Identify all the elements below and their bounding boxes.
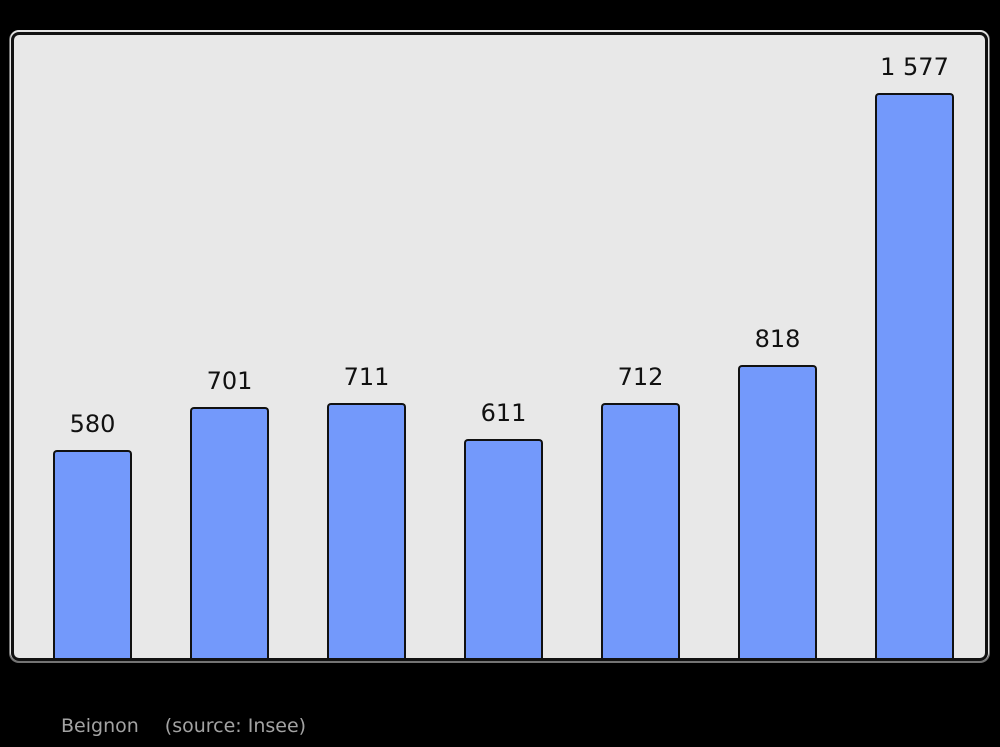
bar-group: 711 — [327, 365, 406, 658]
bar-group: 580 — [53, 412, 132, 658]
bar — [601, 403, 680, 658]
chart-caption: Beignon (source: Insee) — [61, 715, 306, 738]
bar-value-label: 580 — [69, 410, 116, 438]
bar-value-label: 701 — [206, 367, 253, 395]
bar-value-label: 712 — [617, 363, 664, 391]
bar-group: 701 — [190, 369, 269, 658]
bar-value-label: 711 — [343, 363, 390, 391]
bar — [327, 403, 406, 658]
bar-group: 611 — [464, 401, 543, 658]
bar-value-label: 611 — [480, 399, 527, 427]
bar-value-label: 818 — [754, 325, 801, 353]
bar-group: 818 — [738, 327, 817, 658]
bar — [738, 365, 817, 658]
bar-value-label: 1 577 — [880, 53, 949, 81]
bars-row: 580 701 711 611 712 818 1 577 — [14, 35, 985, 658]
bar — [190, 407, 269, 658]
bar-group: 712 — [601, 365, 680, 658]
chart-frame: 580 701 711 611 712 818 1 577 — [11, 32, 988, 661]
bar — [464, 439, 543, 658]
commune-name: Beignon — [61, 715, 139, 737]
source-note: (source: Insee) — [164, 715, 307, 737]
bar — [53, 450, 132, 658]
bar-group: 1 577 — [875, 55, 954, 658]
bar — [875, 93, 954, 658]
